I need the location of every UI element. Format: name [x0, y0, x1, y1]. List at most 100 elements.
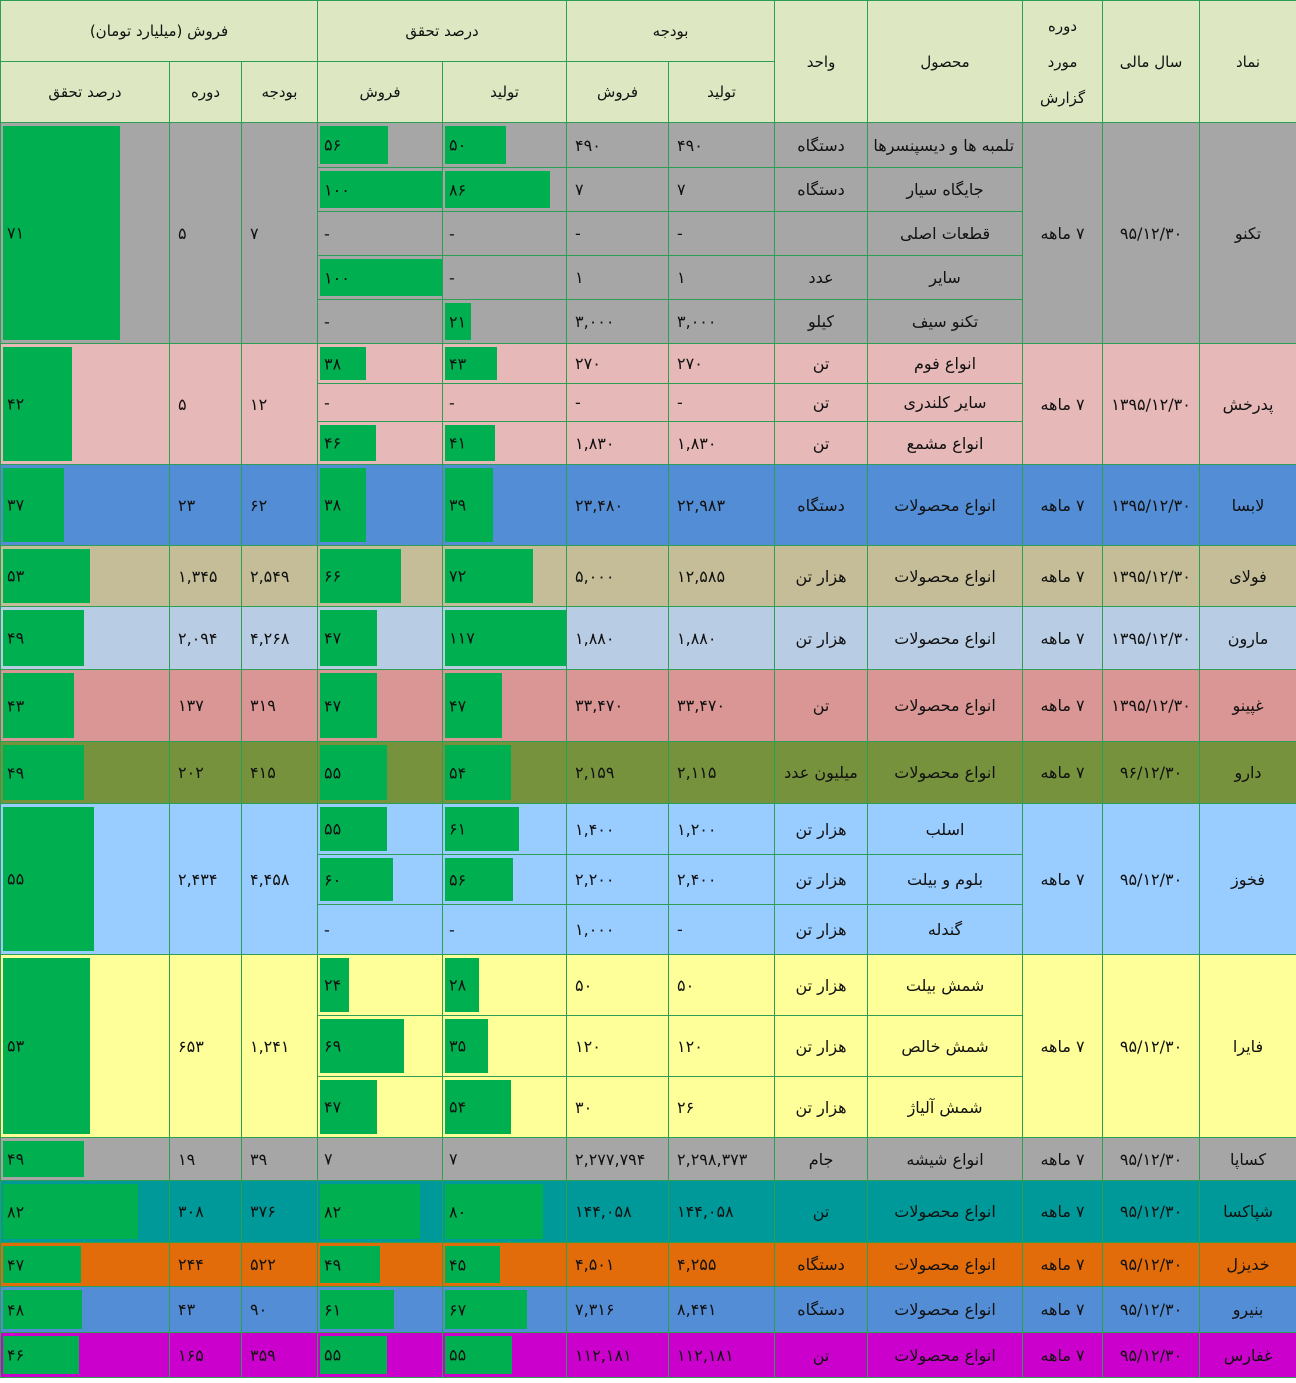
achievement-bar	[3, 347, 72, 461]
budget-sales: ۳۳,۴۷۰	[566, 669, 670, 742]
table-body: تکنو ۹۵/۱۲/۳۰ ۷ ماهه تلمبه ها و دیسپنسرها دس…	[0, 122, 1296, 1378]
achievement-sales: ۱۰۰	[316, 255, 444, 300]
report-period: ۷ ماهه	[1022, 606, 1104, 670]
report-period: ۷ ماهه	[1022, 741, 1104, 804]
sales-period: ۵	[169, 122, 242, 344]
achievement-value: ۴۹	[7, 763, 25, 782]
sales-period: ۴۳	[169, 1286, 242, 1333]
sales-achievement: ۵۳	[0, 545, 170, 607]
budget-sales: ۲,۲۷۷,۷۹۴	[566, 1137, 670, 1181]
unit: میلیون عدد	[774, 741, 869, 804]
product-name: تلمبه ها و دیسپنسرها	[867, 122, 1024, 168]
budget-sales: -	[566, 383, 670, 422]
budget-production: ۱۲۰	[668, 1015, 776, 1077]
achievement-sales: ۱۰۰	[316, 167, 444, 212]
product-name: تکنو سیف	[867, 299, 1024, 344]
achievement-bar	[320, 549, 401, 603]
unit: کیلو	[774, 299, 869, 344]
achievement-sales: ۴۶	[316, 421, 444, 465]
report-period: ۷ ماهه	[1022, 669, 1104, 742]
budget-sales: ۷,۳۱۶	[566, 1286, 670, 1333]
achievement-production: ۵۴	[442, 1076, 568, 1138]
unit: تن	[774, 343, 869, 384]
sales-period: ۱,۳۴۵	[169, 545, 242, 607]
achievement-bar	[320, 610, 377, 666]
achievement-bar	[445, 673, 503, 738]
company-symbol: لابسا	[1199, 464, 1296, 546]
product-name: انواع محصولات	[867, 1286, 1024, 1333]
sales-achievement: ۴۹	[0, 606, 170, 670]
fiscal-year: ۹۵/۱۲/۳۰	[1102, 803, 1201, 955]
achievement-bar	[3, 549, 90, 603]
achievement-production: ۲۸	[442, 954, 568, 1016]
achievement-production: ۵۰	[442, 122, 568, 168]
achievement-value: ۶۱	[449, 819, 467, 839]
company-symbol: غفارس	[1199, 1332, 1296, 1378]
achievement-bar	[3, 1246, 81, 1283]
budget-sales: ۱۱۲,۱۸۱	[566, 1332, 670, 1378]
product-name: انواع محصولات	[867, 545, 1024, 607]
unit: دستگاه	[774, 1286, 869, 1333]
header-fiscal-year: سال مالی	[1102, 0, 1201, 123]
product-name: اسلب	[867, 803, 1024, 855]
sales-budget: ۱,۲۴۱	[241, 954, 318, 1138]
achievement-value: ۶۷	[449, 1300, 467, 1319]
achievement-production: ۸۶	[442, 167, 568, 212]
unit: هزار تن	[774, 1015, 869, 1077]
achievement-value: ۳۸	[324, 354, 342, 373]
company-symbol: فخوز	[1199, 803, 1296, 955]
table-row: فخوز ۹۵/۱۲/۳۰ ۷ ماهه اسلب هزار تن ۱,۲۰۰ ۱,۴۰۰ ۶…	[0, 803, 1296, 955]
achievement-production: ۳۹	[442, 464, 568, 546]
company-symbol: کساپا	[1199, 1137, 1296, 1181]
unit	[774, 211, 869, 256]
achievement-bar	[445, 610, 566, 666]
header-sales-period: دوره	[169, 61, 242, 123]
achievement-bar	[3, 958, 90, 1134]
sales-period: ۲۰۲	[169, 741, 242, 804]
achievement-bar	[320, 126, 388, 164]
achievement-value: ۶۹	[324, 1036, 342, 1056]
achievement-value: ۲۴	[324, 975, 342, 995]
achievement-sales: ۳۸	[316, 343, 444, 384]
budget-production: ۲,۲۹۸,۳۷۳	[668, 1137, 776, 1181]
achievement-bar	[320, 259, 442, 296]
achievement-bar	[320, 807, 387, 851]
achievement-value: ۵۴	[449, 1097, 467, 1117]
achievement-value: ۷۱	[7, 223, 25, 243]
company-symbol: پدرخش	[1199, 343, 1296, 465]
achievement-sales: -	[316, 904, 444, 955]
table-row: مارون ۱۳۹۵/۱۲/۳۰ ۷ ماهه انواع محصولات هزار ت…	[0, 606, 1296, 670]
achievement-value: ۶۱	[324, 1300, 342, 1319]
achievement-sales: ۸۲	[316, 1180, 444, 1243]
fiscal-year: ۹۵/۱۲/۳۰	[1102, 954, 1201, 1138]
budget-production: ۸,۴۴۱	[668, 1286, 776, 1333]
sales-achievement: ۳۷	[0, 464, 170, 546]
achievement-value: ۸۶	[449, 180, 467, 199]
sales-period: ۲,۴۳۴	[169, 803, 242, 955]
achievement-value: -	[449, 268, 455, 287]
report-period: ۷ ماهه	[1022, 545, 1104, 607]
report-period: ۷ ماهه	[1022, 343, 1104, 465]
achievement-bar	[3, 1184, 138, 1239]
achievement-bar	[320, 1336, 387, 1374]
table-row: تکنو ۹۵/۱۲/۳۰ ۷ ماهه تلمبه ها و دیسپنسرها دس…	[0, 122, 1296, 344]
achievement-value: ۴۱	[449, 433, 467, 453]
achievement-bar	[3, 1336, 79, 1374]
unit: دستگاه	[774, 464, 869, 546]
unit: هزار تن	[774, 545, 869, 607]
header-symbol: نماد	[1199, 0, 1296, 123]
fiscal-year: ۱۳۹۵/۱۲/۳۰	[1102, 669, 1201, 742]
achievement-bar	[445, 1336, 513, 1374]
unit: تن	[774, 421, 869, 465]
product-name: انواع مشمع	[867, 421, 1024, 465]
company-symbol: دارو	[1199, 741, 1296, 804]
achievement-production: ۴۵	[442, 1242, 568, 1287]
achievement-value: ۴۷	[324, 1097, 342, 1117]
achievement-value: ۵۴	[449, 763, 467, 782]
achievement-production: ۸۰	[442, 1180, 568, 1243]
product-name: قطعات اصلی	[867, 211, 1024, 256]
achievement-bar	[320, 1290, 394, 1329]
table-row: غفارس ۹۵/۱۲/۳۰ ۷ ماهه انواع محصولات تن ۱۱۲,۱۸…	[0, 1332, 1296, 1378]
table-row: غپینو ۱۳۹۵/۱۲/۳۰ ۷ ماهه انواع محصولات تن ۳۳,۴…	[0, 669, 1296, 742]
